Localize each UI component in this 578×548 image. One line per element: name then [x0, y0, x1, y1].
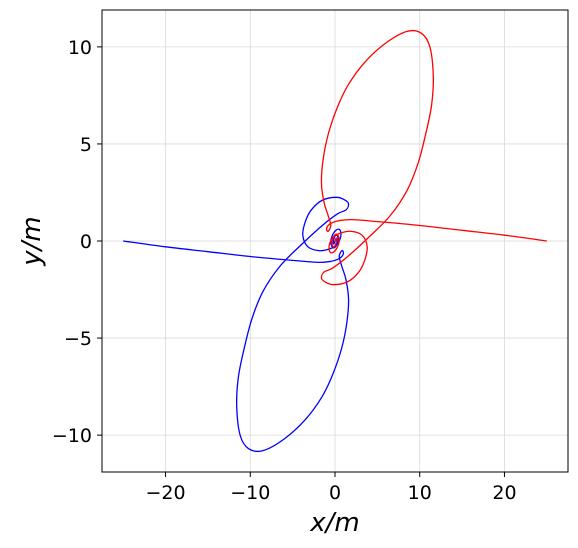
x-axis-title: x/m — [309, 508, 359, 538]
x-tick-label: 0 — [329, 482, 341, 504]
y-tick-label: −5 — [64, 328, 92, 350]
y-tick-label: 10 — [68, 37, 92, 59]
x-tick-label: 20 — [492, 482, 516, 504]
ticks: −20 −10 0 10 20 −10 −5 0 5 10 — [52, 37, 517, 504]
x-tick-label: 10 — [408, 482, 432, 504]
y-tick-label: 0 — [80, 231, 92, 253]
y-tick-label: −10 — [52, 425, 92, 447]
x-tick-label: −20 — [145, 482, 185, 504]
y-axis-title: y/m — [17, 216, 47, 266]
y-tick-label: 5 — [80, 134, 92, 156]
x-tick-label: −10 — [230, 482, 270, 504]
series-line-red — [320, 29, 547, 286]
series-group — [123, 29, 547, 453]
grid — [102, 10, 568, 472]
series-line-blue — [123, 196, 350, 453]
